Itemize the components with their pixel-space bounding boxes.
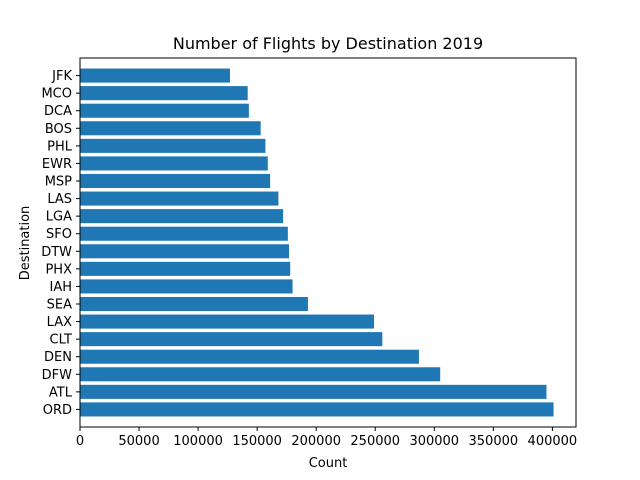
- x-ticks-group: 0 50000 100000 150000 200000 250000 300000 3500…: [76, 427, 577, 449]
- bar-clt: [80, 332, 383, 347]
- x-tick-label: 0: [76, 434, 84, 449]
- x-tick-label: 200000: [291, 434, 341, 449]
- bar-dfw: [80, 367, 441, 382]
- y-tick-label: LAS: [47, 192, 72, 207]
- chart-title: Number of Flights by Destination 2019: [173, 34, 483, 53]
- bar-las: [80, 191, 279, 206]
- y-tick-label: DCA: [44, 104, 72, 119]
- bar-lga: [80, 209, 284, 224]
- x-tick-label: 250000: [350, 434, 400, 449]
- y-tick-label: PHX: [45, 262, 72, 277]
- y-tick-label: JFK: [51, 69, 72, 84]
- y-tick-label: MCO: [41, 87, 72, 102]
- bar-den: [80, 349, 419, 364]
- y-tick-label: ORD: [43, 403, 72, 418]
- bar-ewr: [80, 156, 268, 171]
- y-tick-label: BOS: [45, 122, 72, 137]
- x-tick-label: 100000: [173, 434, 223, 449]
- bar-lax: [80, 314, 375, 329]
- bar-bos: [80, 121, 261, 136]
- y-tick-label: DFW: [42, 368, 72, 383]
- y-tick-label: LGA: [46, 210, 72, 225]
- y-tick-label: EWR: [42, 157, 72, 172]
- y-tick-label: PHL: [47, 139, 73, 154]
- x-tick-label: 50000: [118, 434, 159, 449]
- y-tick-label: MSP: [45, 175, 72, 190]
- x-axis-title: Count: [309, 456, 348, 471]
- x-tick-label: 350000: [469, 434, 519, 449]
- y-tick-label: DTW: [41, 245, 72, 260]
- y-tick-label: SEA: [47, 298, 72, 313]
- bar-jfk: [80, 68, 230, 83]
- bar-dca: [80, 103, 249, 118]
- x-tick-label: 150000: [232, 434, 282, 449]
- x-tick-label: 400000: [528, 434, 578, 449]
- y-tick-label: DEN: [44, 350, 72, 365]
- y-ticks-group: ORD ATL DFW DEN CLT LAX SEA IAH PHX DTW SFO LGA LAS M…: [41, 69, 80, 418]
- plot-frame: [79, 57, 577, 428]
- bar-msp: [80, 173, 271, 189]
- bar-sea: [80, 296, 308, 312]
- x-tick-label: 300000: [409, 434, 459, 449]
- bar-iah: [80, 279, 293, 294]
- bar-ord: [80, 402, 554, 417]
- bar-sfo: [80, 226, 288, 241]
- y-axis-title: Destination: [18, 206, 33, 281]
- bar-phx: [80, 261, 291, 276]
- bar-atl: [80, 384, 547, 399]
- bar-mco: [80, 86, 248, 101]
- bars-group: [80, 68, 554, 417]
- y-tick-label: IAH: [49, 280, 72, 295]
- y-tick-label: LAX: [47, 315, 72, 330]
- y-tick-label: CLT: [50, 333, 73, 348]
- y-tick-label: ATL: [49, 385, 73, 400]
- bar-dtw: [80, 244, 290, 259]
- bar-phl: [80, 138, 266, 153]
- y-tick-label: SFO: [46, 227, 72, 242]
